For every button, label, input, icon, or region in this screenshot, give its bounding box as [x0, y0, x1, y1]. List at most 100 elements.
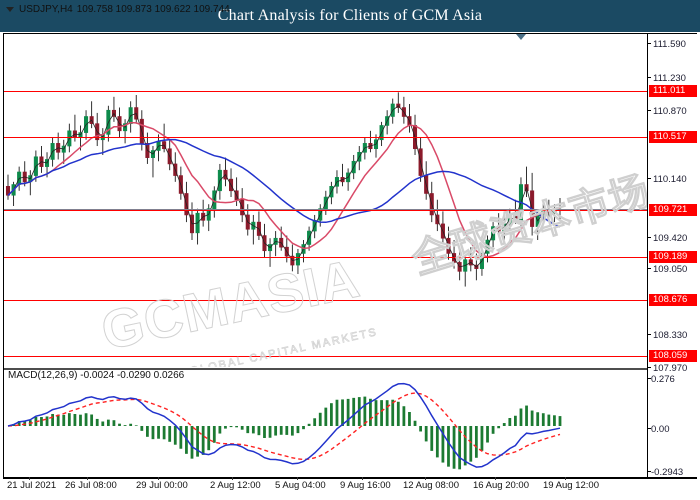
price-tick: 111.590	[648, 39, 697, 50]
time-axis-label: 2 Aug 12:00	[210, 480, 261, 491]
candlestick	[429, 181, 434, 223]
time-axis-label: 9 Aug 16:00	[340, 480, 391, 491]
time-axis-label: 21 Jul 2021	[7, 480, 57, 491]
price-level-line[interactable]	[4, 257, 647, 258]
candlestick	[223, 157, 228, 187]
time-axis-rule	[3, 478, 697, 479]
time-axis-tick	[158, 477, 159, 480]
time-axis-tick	[425, 477, 426, 480]
price-level-tag[interactable]: 111.011	[649, 85, 697, 97]
price-level-line[interactable]	[4, 300, 647, 301]
candlestick	[256, 211, 261, 241]
candlestick	[123, 119, 128, 144]
candlestick	[184, 181, 189, 223]
macd-tick: -0.2943	[648, 467, 697, 478]
price-tick: 110.870	[648, 106, 697, 117]
candlestick	[357, 146, 362, 171]
symbol-info-bar[interactable]: USDJPY,H4 109.758 109.873 109.622 109.74…	[6, 2, 230, 16]
ohlc-values: 109.758 109.873 109.622 109.744	[76, 3, 230, 15]
candlestick	[496, 213, 501, 236]
price-tick: 109.050	[648, 264, 697, 275]
candlestick	[273, 231, 278, 257]
price-tick: 108.330	[648, 330, 697, 341]
ma-fast-line	[7, 121, 561, 258]
price-level-line[interactable]	[4, 91, 647, 92]
time-axis-tick	[232, 477, 233, 480]
candlestick	[340, 163, 345, 187]
time-axis-label: 16 Aug 20:00	[473, 480, 529, 491]
time-axis-tick	[87, 477, 88, 480]
axis-divider	[647, 34, 648, 477]
price-level-tag[interactable]: 108.676	[649, 294, 697, 306]
candlestick	[206, 204, 211, 232]
macd-main-line	[7, 382, 561, 468]
candlestick	[100, 128, 105, 155]
window-title-bar: Chart Analysis for Clients of GCM Asia	[0, 0, 700, 32]
candlestick	[468, 247, 473, 272]
candlestick	[379, 121, 384, 147]
candlestick	[201, 199, 206, 227]
candlestick	[11, 181, 16, 206]
candlestick	[150, 146, 155, 178]
price-level-line[interactable]	[4, 210, 647, 211]
candlestick	[195, 208, 200, 245]
time-axis-label: 19 Aug 12:00	[543, 480, 599, 491]
candlestick	[39, 146, 44, 173]
macd-tick: 0.276	[648, 374, 697, 385]
time-axis-label: 29 Jul 00:00	[136, 480, 188, 491]
candlestick	[167, 139, 172, 171]
price-level-tag[interactable]: 110.517	[649, 131, 697, 143]
candlestick	[251, 214, 256, 245]
price-pane[interactable]: GCMASIA GLOBAL CAPITAL MARKETS 全球资本市场	[4, 34, 647, 367]
price-level-line[interactable]	[4, 356, 647, 357]
price-tick: 111.230	[648, 73, 697, 84]
time-axis-tick	[565, 477, 566, 480]
price-level-line[interactable]	[4, 137, 647, 138]
macd-series-canvas	[7, 382, 562, 470]
candlestick	[111, 96, 116, 122]
price-level-tag[interactable]: 108.059	[649, 350, 697, 362]
chevron-down-icon[interactable]	[6, 6, 14, 12]
candlestick	[491, 222, 496, 248]
candlestick	[390, 98, 395, 124]
time-axis-tick	[495, 477, 496, 480]
candlestick	[396, 92, 401, 113]
candlestick	[89, 101, 94, 129]
candlestick	[268, 238, 273, 267]
time-axis[interactable]: 21 Jul 2021 26 Jul 08:00 29 Jul 00:00 2 Aug…	[3, 477, 697, 497]
candlestick	[178, 166, 183, 200]
price-level-tag[interactable]: 109.189	[649, 251, 697, 263]
symbol-label: USDJPY,H4	[19, 3, 73, 15]
price-series-canvas	[5, 92, 563, 287]
candlestick	[463, 256, 468, 287]
price-scale[interactable]: 111.590 111.230 110.870 110.140 109.420 109.0…	[648, 34, 697, 478]
candlestick	[189, 202, 195, 241]
time-axis-label: 26 Jul 08:00	[65, 480, 117, 491]
candlestick	[552, 204, 557, 223]
candlestick	[134, 95, 139, 124]
macd-pane[interactable]	[4, 368, 647, 478]
time-axis-tick	[29, 477, 30, 480]
time-axis-tick	[362, 477, 363, 480]
candlestick	[368, 130, 373, 153]
candlestick	[418, 137, 423, 182]
candlestick	[346, 168, 351, 191]
current-price-line	[4, 209, 647, 211]
price-level-tag[interactable]: 109.721	[649, 204, 697, 216]
price-tick: 110.140	[648, 174, 697, 185]
candlestick	[385, 110, 390, 135]
candlestick	[128, 101, 133, 133]
chart-frame: GCMASIA GLOBAL CAPITAL MARKETS 全球资本市场 11…	[3, 33, 697, 478]
candlestick	[329, 181, 334, 205]
page-title: Chart Analysis for Clients of GCM Asia	[217, 7, 483, 24]
candlestick	[502, 217, 507, 241]
time-axis-tick	[297, 477, 298, 480]
price-tick: 107.970	[648, 363, 697, 374]
candlestick	[295, 248, 300, 275]
ma-slow-line	[7, 138, 561, 228]
macd-tick: 0.00	[648, 424, 697, 435]
time-axis-label: 12 Aug 08:00	[403, 480, 459, 491]
price-tick: 109.420	[648, 233, 697, 244]
candlestick	[5, 174, 11, 200]
